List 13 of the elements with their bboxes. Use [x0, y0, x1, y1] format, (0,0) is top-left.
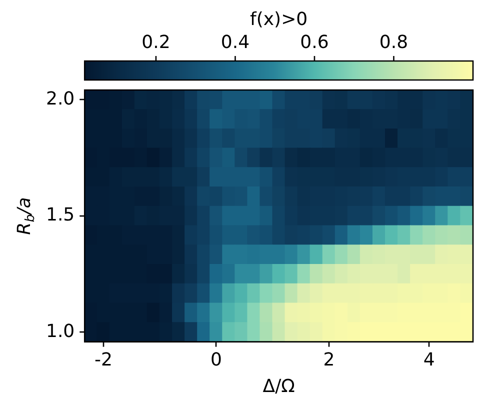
- x-tick-label: 4: [423, 349, 435, 370]
- x-tick-label: 2: [323, 349, 335, 370]
- y-tick-label: 1.0: [46, 320, 75, 342]
- color-bar-label: 0.8: [379, 32, 408, 53]
- x-tick-label: -2: [94, 349, 112, 370]
- y-tick-label: 2.0: [46, 88, 75, 110]
- x-axis-title: Δ/Ω: [262, 376, 296, 397]
- color-bar-label: 0.4: [220, 32, 250, 53]
- x-tick-label: 0: [210, 349, 222, 370]
- color-bar-label: 0.6: [300, 32, 329, 53]
- y-tick-label: 1.5: [46, 204, 75, 226]
- color-bar-label: 0.2: [142, 32, 170, 53]
- color-bar-title: f(x)>0: [250, 9, 308, 30]
